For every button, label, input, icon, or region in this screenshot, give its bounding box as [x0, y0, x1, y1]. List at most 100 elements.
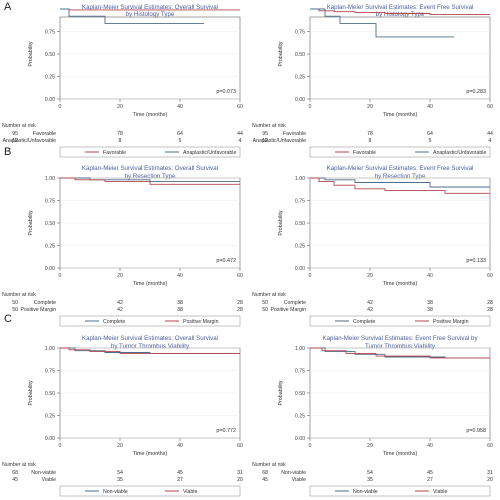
y-tick-label: 0.75 — [295, 30, 305, 36]
number-at-risk-label: Number at risk — [252, 123, 286, 129]
y-tick-label: 1.00 — [295, 346, 305, 352]
x-tick-label: 0 — [309, 104, 312, 110]
risk-count: 28 — [237, 307, 243, 313]
risk-count: 28 — [487, 307, 493, 313]
y-tick-label: 0.75 — [45, 199, 55, 205]
x-tick-label: 0 — [309, 273, 312, 279]
risk-count: 4 — [239, 138, 242, 144]
y-tick-label: 0.25 — [295, 75, 305, 81]
risk-count: 64 — [177, 131, 183, 137]
risk-count: 78 — [117, 131, 123, 137]
risk-count: 38 — [177, 307, 183, 313]
risk-count: 20 — [237, 477, 243, 483]
x-tick-label: 40 — [177, 273, 183, 279]
y-tick-label: 0.50 — [295, 221, 305, 227]
x-tick-label: 20 — [117, 443, 123, 449]
plot-frame — [59, 16, 241, 100]
risk-count: 42 — [117, 300, 123, 306]
risk-count: 50 — [12, 300, 18, 306]
y-tick-label: 0.25 — [295, 244, 305, 250]
y-tick-label: 0.25 — [45, 75, 55, 81]
x-tick-label: 60 — [487, 443, 493, 449]
risk-count: 8 — [119, 138, 122, 144]
legend-box — [59, 485, 241, 497]
x-axis-label: Time (months) — [133, 451, 168, 457]
legend-label: Favorable — [353, 150, 376, 156]
risk-count: 31 — [237, 470, 243, 476]
p-value-label: p=0.283 — [466, 89, 486, 95]
y-axis-label: Probability — [278, 41, 284, 66]
y-tick-label: 0.00 — [295, 436, 305, 442]
chart-title-line1: Kaplan-Meier Survival Estimates: Overall… — [82, 165, 218, 172]
y-tick-label: 0.00 — [45, 436, 55, 442]
x-tick-label: 40 — [427, 104, 433, 110]
x-tick-label: 40 — [177, 443, 183, 449]
risk-count: 38 — [177, 300, 183, 306]
km-curve-complete — [310, 177, 490, 188]
risk-count: 12 — [12, 138, 18, 144]
risk-count: 38 — [427, 300, 433, 306]
chart-title-line1: Kaplan-Meier Survival Estimates: Event F… — [322, 335, 478, 342]
y-tick-label: 0.00 — [295, 266, 305, 272]
x-tick-label: 40 — [177, 104, 183, 110]
risk-count: 42 — [117, 307, 123, 313]
risk-row-label: Favorable — [283, 131, 306, 137]
risk-count: 54 — [117, 470, 123, 476]
x-axis-label: Time (months) — [133, 112, 168, 118]
legend-box — [309, 315, 491, 327]
chart-title-line2: by Tumor Thrombus Viability — [111, 343, 190, 350]
risk-count: 5 — [429, 138, 432, 144]
legend-label: Viable — [183, 489, 197, 495]
chart-title-line1: Kaplan-Meier Survival Estimates: Overall… — [82, 4, 218, 11]
x-axis-label: Time (months) — [383, 112, 418, 118]
risk-count: 28 — [487, 300, 493, 306]
y-tick-label: 1.00 — [45, 346, 55, 352]
y-tick-label: 0.75 — [295, 199, 305, 205]
x-tick-label: 40 — [427, 443, 433, 449]
y-tick-label: 1.00 — [295, 176, 305, 182]
risk-count: 45 — [262, 477, 268, 483]
y-axis-label: Probability — [278, 210, 284, 235]
risk-count: 68 — [262, 470, 268, 476]
y-tick-label: 0.00 — [295, 97, 305, 103]
x-tick-label: 60 — [487, 104, 493, 110]
km-chart-4: Kaplan-Meier Survival Estimates: Event F… — [252, 165, 493, 327]
y-tick-label: 0.25 — [45, 414, 55, 420]
p-value-label: p=0.133 — [466, 258, 486, 264]
risk-count: 50 — [12, 307, 18, 313]
risk-count: 12 — [262, 138, 268, 144]
km-curve-favorable — [310, 8, 490, 15]
y-axis-label: Probability — [28, 41, 34, 66]
km-curve-viable — [60, 347, 240, 354]
y-tick-label: 0.50 — [295, 52, 305, 58]
chart-title-line1: Kaplan-Meier Survival Estimates: Overall… — [82, 335, 218, 342]
number-at-risk-label: Number at risk — [252, 292, 286, 298]
y-tick-label: 0.25 — [295, 414, 305, 420]
risk-row-label: Favorable — [33, 131, 56, 137]
x-tick-label: 0 — [59, 273, 62, 279]
km-chart-2: Kaplan-Meier Survival Estimates: Event F… — [252, 4, 493, 158]
risk-count: 4 — [489, 138, 492, 144]
risk-row-label: Viable — [292, 477, 306, 483]
legend-box — [309, 146, 491, 158]
y-axis-label: Probability — [28, 380, 34, 405]
risk-count: 28 — [237, 300, 243, 306]
km-chart-6: Kaplan-Meier Survival Estimates: Event F… — [252, 335, 493, 497]
legend-label: Favorable — [103, 150, 126, 156]
x-tick-label: 20 — [117, 104, 123, 110]
p-value-label: p=0.772 — [216, 428, 236, 434]
chart-title-line1: Kaplan-Meier Survival Estimates: Event F… — [327, 165, 474, 172]
km-curve-positive-margin — [310, 177, 490, 194]
x-tick-label: 40 — [427, 273, 433, 279]
risk-row-label: Non-viable — [281, 470, 306, 476]
y-tick-label: 0.25 — [45, 244, 55, 250]
y-tick-label: 0.00 — [45, 97, 55, 103]
y-axis-label: Probability — [278, 380, 284, 405]
risk-count: 45 — [427, 470, 433, 476]
km-curve-viable — [310, 347, 490, 359]
risk-row-label: Complete — [34, 300, 56, 306]
y-tick-label: 0.75 — [45, 369, 55, 375]
panel-letter-a: A — [4, 1, 12, 13]
legend-label: Positive Margin — [433, 319, 469, 325]
